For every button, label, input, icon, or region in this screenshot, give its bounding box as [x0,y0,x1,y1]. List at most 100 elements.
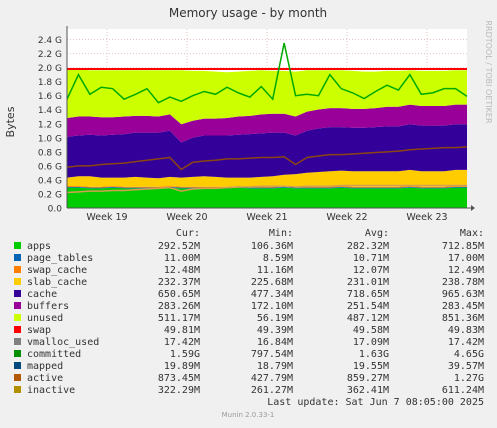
legend-row: committed 1.59G 797.54M 1.63G 4.65G [14,349,484,360]
legend-series-name: active [27,373,63,384]
legend-header-avg: Avg: [365,228,389,239]
legend-value-max: 712.85M [442,241,484,252]
y-tick-label: 1.6 G [38,92,62,102]
legend-row: inactive 322.29M 261.27M 362.41M 611.24M [14,385,484,396]
legend-value-cur: 650.65M [158,289,200,300]
y-tick-label: 0.2 G [38,190,62,200]
x-tick-label: Week 19 [86,212,127,223]
legend-header-min: Min: [269,228,293,239]
line-committed [66,42,468,104]
legend-value-cur: 292.52M [158,241,200,252]
x-tick-label: Week 23 [406,212,447,223]
legend-value-max: 39.57M [448,361,484,372]
legend-value-min: 427.79M [251,373,293,384]
legend-row: active 873.45M 427.79M 859.27M 1.27G [14,373,484,384]
y-tick-label: 1.2 G [38,120,62,130]
legend-swatch [14,290,21,297]
legend-series-name: mapped [27,361,63,372]
legend-row: swap_cache 12.48M 11.16M 12.07M 12.49M [14,265,484,276]
area-buffers [67,104,467,143]
legend-value-max: 611.24M [442,385,484,396]
chart-title: Memory usage - by month [169,6,327,20]
rrdtool-credit: RRDTOOL / TOBI OETIKER [484,20,493,123]
y-tick-label: 2.4 G [38,36,62,46]
legend-value-min: 18.79M [257,361,293,372]
legend-value-avg: 49.58M [353,325,389,336]
legend-series-name: cache [27,289,57,300]
legend-row: buffers 283.26M 172.10M 251.54M 283.45M [14,301,484,312]
line-active [66,146,468,171]
legend-value-cur: 19.89M [164,361,200,372]
legend-value-min: 261.27M [251,385,293,396]
legend-value-avg: 17.09M [353,337,389,348]
legend-value-max: 238.78M [442,277,484,288]
legend-swatch [14,326,21,333]
legend-row: cache 650.65M 477.34M 718.65M 965.63M [14,289,484,300]
legend-value-avg: 362.41M [347,385,389,396]
y-tick-label: 1.0 G [38,134,62,144]
legend-series-name: swap [27,325,51,336]
legend: Cur: Min: Avg: Max: apps 292.52M 106.36M 28… [14,228,484,396]
legend-series-name: apps [27,241,51,252]
legend-value-min: 16.84M [257,337,293,348]
legend-swatch [14,302,21,309]
legend-value-avg: 859.27M [347,373,389,384]
legend-value-cur: 1.59G [170,349,200,360]
legend-value-avg: 1.63G [359,349,389,360]
legend-value-max: 17.00M [448,253,484,264]
x-axis-arrow [471,205,475,211]
legend-value-avg: 12.07M [353,265,389,276]
y-tick-label: 1.8 G [38,78,62,88]
legend-value-cur: 17.42M [164,337,200,348]
legend-swatch [14,362,21,369]
legend-row: swap 49.81M 49.39M 49.58M 49.83M [14,325,484,336]
legend-value-cur: 49.81M [164,325,200,336]
legend-series-name: committed [27,349,81,360]
legend-swatch [14,266,21,273]
legend-row: page_tables 11.00M 8.59M 10.71M 17.00M [14,253,484,264]
legend-header-cur: Cur: [176,228,200,239]
x-tick-label: Week 20 [166,212,207,223]
legend-value-min: 797.54M [251,349,293,360]
legend-series-name: inactive [27,385,75,396]
area-slab_cache [67,169,467,187]
legend-value-max: 12.49M [448,265,484,276]
axes: 0.0 0.2 G 0.4 G 0.6 G 0.8 G 1.0 G 1.2 G 1.4 G 1.… [38,26,475,223]
y-tick-label: 0.6 G [38,162,62,172]
legend-series-name: unused [27,313,63,324]
legend-value-avg: 251.54M [347,301,389,312]
legend-series-name: page_tables [27,253,93,264]
x-tick-label: Week 21 [246,212,287,223]
legend-value-max: 283.45M [442,301,484,312]
legend-swatch [14,314,21,321]
legend-value-avg: 231.01M [347,277,389,288]
line-series [66,42,468,194]
legend-value-avg: 19.55M [353,361,389,372]
legend-value-max: 851.36M [442,313,484,324]
legend-value-max: 49.83M [448,325,484,336]
legend-value-min: 49.39M [257,325,293,336]
legend-row: slab_cache 232.37M 225.68M 231.01M 238.78M [14,277,484,288]
legend-series-name: swap_cache [27,265,87,276]
legend-row: vmalloc_used 17.42M 16.84M 17.09M 17.42M [14,337,484,348]
legend-swatch [14,374,21,381]
line-inactive [66,184,467,194]
y-tick-label: 1.4 G [38,106,62,116]
legend-series-name: vmalloc_used [27,337,99,348]
legend-value-avg: 10.71M [353,253,389,264]
legend-value-max: 965.63M [442,289,484,300]
legend-value-min: 477.34M [251,289,293,300]
legend-value-cur: 511.17M [158,313,200,324]
legend-series-name: slab_cache [27,277,87,288]
legend-row: unused 511.17M 56.19M 487.12M 851.36M [14,313,484,324]
legend-value-cur: 232.37M [158,277,200,288]
legend-value-min: 56.19M [257,313,293,324]
y-tick-label: 0.0 [48,205,63,215]
legend-value-cur: 873.45M [158,373,200,384]
legend-value-min: 172.10M [251,301,293,312]
area-apps [67,187,467,208]
y-axis-label: Bytes [4,106,17,137]
y-tick-label: 0.4 G [38,176,62,186]
y-tick-label: 0.8 G [38,148,62,158]
